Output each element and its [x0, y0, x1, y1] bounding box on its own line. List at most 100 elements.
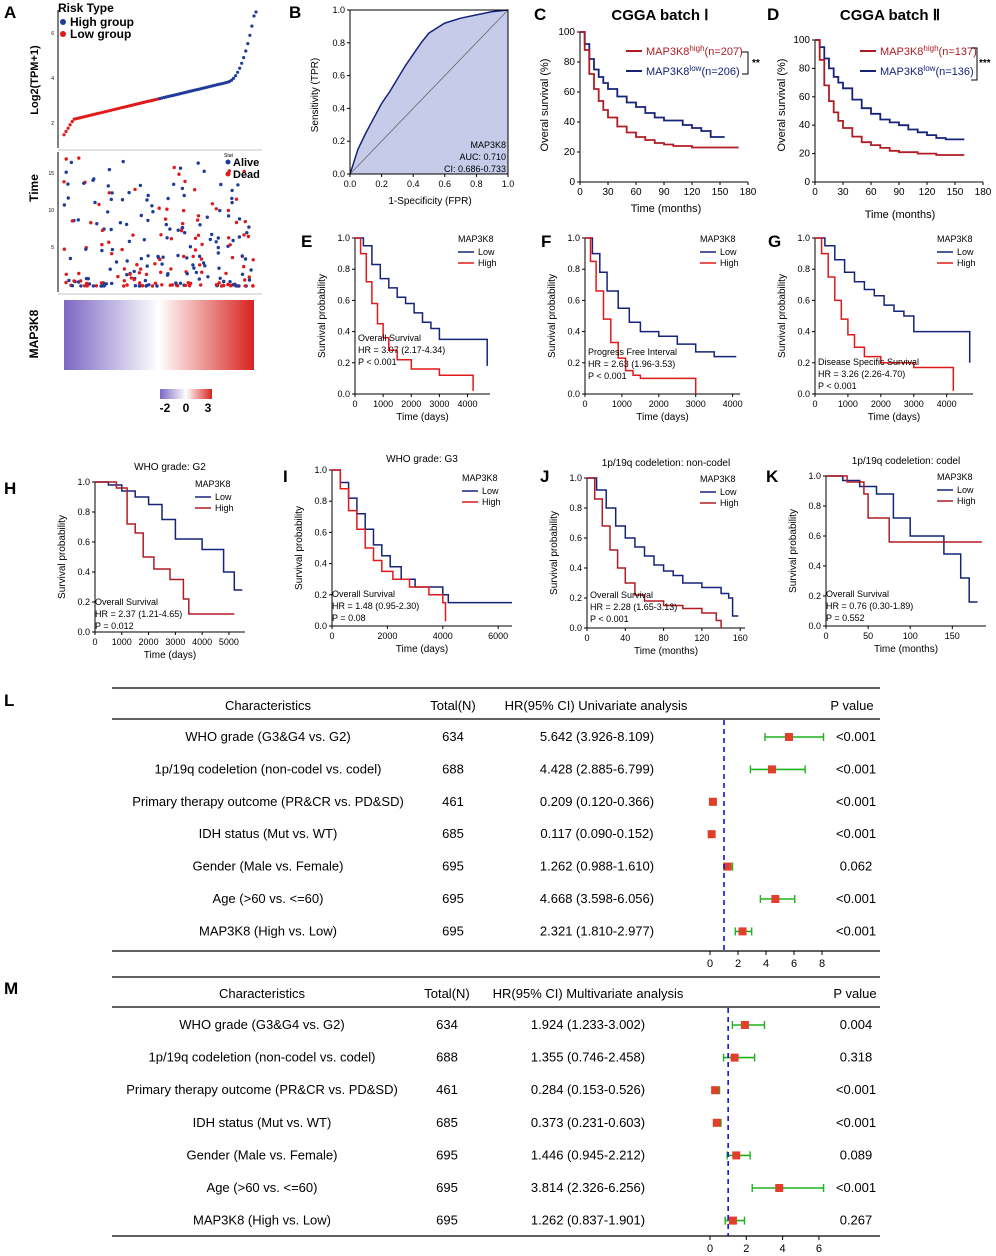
- y-tick-label: 0.0: [808, 621, 821, 631]
- status-point: [84, 276, 89, 281]
- hr-point: [784, 733, 793, 741]
- risk-point: [236, 70, 240, 74]
- status-point: [199, 257, 204, 261]
- x-tick-label: 120: [684, 187, 701, 198]
- km-note-p: P < 0.001: [588, 371, 627, 381]
- status-point: [222, 283, 226, 288]
- curve-high: [355, 237, 474, 391]
- roc-x-tick-label: 0.4: [407, 179, 420, 189]
- roc-x-tick-label: 0.6: [439, 179, 452, 189]
- panel-h-km: H WHO grade: G2 0 1000 2000 3000 4000 5000 0.0 0.…: [4, 462, 245, 661]
- status-point: [179, 229, 184, 233]
- km-title: WHO grade: G3: [386, 454, 458, 465]
- panel-letter: E: [301, 232, 312, 251]
- km-legend-low: Low: [957, 485, 974, 495]
- km-note-endpoint: Overall Survival: [95, 597, 158, 607]
- ytick-a-mid-3: 15: [48, 171, 54, 177]
- x-tick-label: 6000: [488, 631, 508, 641]
- c-significance: **: [752, 58, 760, 69]
- y-tick-label: 0.2: [569, 593, 582, 603]
- status-point: [166, 196, 170, 201]
- status-point: [144, 272, 149, 277]
- panel-letter-b: B: [289, 3, 301, 22]
- hr-point: [730, 1053, 739, 1062]
- status-point: [138, 183, 143, 188]
- x-tick-label: 4000: [433, 631, 453, 641]
- panel-c: C CGGA batch Ⅰ 0 30 60 90 120 150 180 0 20 40 60 80…: [534, 5, 760, 215]
- status-point: [226, 282, 230, 287]
- status-point: [127, 190, 131, 195]
- status-point: [160, 262, 164, 266]
- km-y-label: Survival probability: [549, 511, 560, 595]
- row-hr-ci: 1.924 (1.233-3.002): [531, 1017, 645, 1032]
- status-point: [172, 165, 176, 170]
- status-point: [195, 218, 200, 222]
- status-point: [247, 225, 251, 229]
- y-tick-label: 0.8: [337, 264, 350, 274]
- row-p-value: <0.001: [836, 1115, 876, 1130]
- status-point: [192, 266, 196, 270]
- status-point: [193, 248, 198, 252]
- status-point: [198, 223, 202, 227]
- m-header-hr: HR(95% CI) Multivariate analysis: [493, 986, 684, 1001]
- status-point: [84, 247, 88, 251]
- row-characteristic: Gender (Male vs. Female): [193, 859, 344, 874]
- roc-frame: [349, 9, 509, 175]
- curve-low: [815, 39, 965, 141]
- row-total: 695: [442, 923, 464, 938]
- x-tick-label: 180: [740, 187, 757, 198]
- row-hr-ci: 1.446 (0.945-2.212): [531, 1147, 645, 1162]
- km-y-label: Survival probability: [788, 509, 799, 593]
- row-p-value: 0.062: [840, 859, 873, 874]
- km-note-p: P = 0.08: [332, 613, 366, 623]
- status-point: [94, 284, 99, 288]
- status-point: [110, 247, 115, 252]
- x-tick-label: 3000: [429, 399, 449, 409]
- row-characteristic: IDH status (Mut vs. WT): [199, 826, 338, 841]
- km-note-p: P = 0.012: [95, 621, 134, 631]
- panel-e-km: E 0 1000 2000 3000 4000 0.0 0.2 0.4 0.6 0.8 1.0 Surv…: [301, 232, 497, 423]
- x-tick-label: 120: [694, 633, 709, 643]
- row-hr-ci: 1.355 (0.746-2.458): [531, 1050, 645, 1065]
- panel-g-km: G 0 1000 2000 3000 4000 0.0 0.2 0.4 0.6 0.8 1.0 Surv…: [768, 232, 976, 423]
- status-point: [231, 238, 235, 243]
- row-characteristic: MAP3K8 (High vs. Low): [199, 923, 337, 938]
- hr-point: [738, 927, 747, 936]
- status-point: [166, 272, 170, 276]
- l-header-hr: HR(95% CI) Univariate analysis: [505, 698, 688, 713]
- status-point: [217, 266, 221, 270]
- status-point: [145, 283, 149, 288]
- status-point: [197, 277, 201, 281]
- status-point: [99, 281, 104, 285]
- panel-d-title: CGGA batch Ⅱ: [840, 7, 940, 24]
- km-legend-high: High: [957, 258, 976, 268]
- status-point: [114, 260, 119, 264]
- x-tick-label: 40: [620, 633, 630, 643]
- km-legend-title: MAP3K8: [462, 473, 498, 483]
- status-point: [68, 256, 73, 261]
- row-hr-ci: 0.373 (0.231-0.603): [531, 1115, 645, 1130]
- y-tick-label: 60: [799, 92, 811, 103]
- x-tick-label: 1000: [373, 399, 393, 409]
- status-point: [100, 242, 104, 247]
- forest-x-tick-label: 2: [743, 1243, 749, 1255]
- km-legend-title: MAP3K8: [195, 479, 231, 489]
- km-legend-high: High: [478, 258, 497, 268]
- panel-i-km: I WHO grade: G3 0 2000 4000 6000 0.0 0.2 0.4 0.6 0…: [283, 454, 512, 655]
- status-point: [66, 182, 70, 186]
- status-point: [153, 281, 158, 285]
- status-point: [138, 281, 142, 285]
- status-point: [180, 226, 185, 230]
- row-hr-ci: 4.668 (3.598-6.056): [540, 891, 654, 906]
- status-point: [230, 188, 234, 193]
- status-point: [202, 169, 206, 173]
- y-tick-label: 0.6: [77, 537, 90, 547]
- row-total: 461: [442, 794, 464, 809]
- km-note-endpoint: Overall Survival: [332, 589, 395, 599]
- y-tick-label: 0.0: [77, 627, 90, 637]
- expression-y-label: Log2(TPM+1): [29, 45, 41, 115]
- km-legend-high: High: [482, 497, 501, 507]
- y-tick-label: 0.2: [567, 358, 580, 368]
- risk-point: [231, 76, 236, 80]
- risk-score-plot: 2 4 6: [51, 10, 258, 148]
